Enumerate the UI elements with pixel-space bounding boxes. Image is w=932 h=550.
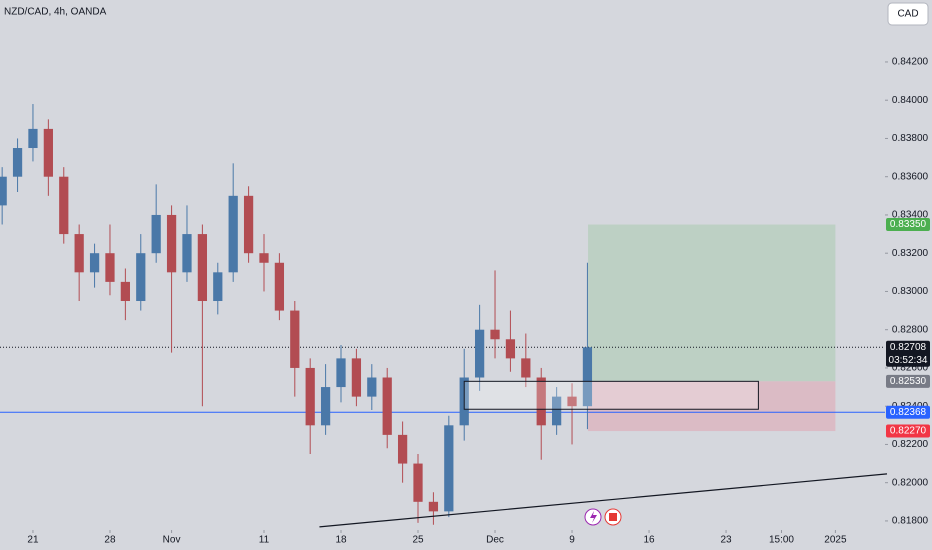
price-badge: [886, 374, 930, 388]
chart-title: NZD/CAD, 4h, OANDA: [4, 7, 107, 18]
candle-body: [320, 387, 331, 426]
candle-body: [228, 195, 238, 273]
candle-body: [105, 253, 115, 282]
zone-box: [463, 380, 759, 410]
candle-body: [136, 253, 146, 302]
candle-body: [274, 262, 285, 311]
x-tick-label: 21: [27, 535, 39, 546]
x-tick-label: 9: [569, 535, 575, 546]
candle-body: [444, 425, 454, 512]
currency-label[interactable]: CAD: [897, 9, 918, 20]
candle-body: [567, 396, 577, 407]
candle-body: [397, 434, 408, 464]
candle-body: [382, 377, 392, 435]
candle-body: [351, 358, 362, 397]
candle-body: [490, 329, 500, 340]
price-badge: [886, 405, 930, 419]
y-tick-label: 0.82000: [892, 477, 929, 488]
x-tick-label: Nov: [163, 535, 181, 546]
candle-body: [582, 347, 593, 407]
candle-body: [474, 329, 485, 378]
candle-body: [182, 234, 192, 273]
candle-body: [367, 377, 377, 397]
x-tick-label: 16: [643, 535, 655, 546]
x-tick-label: 25: [412, 535, 424, 546]
x-tick-label: 2025: [824, 535, 847, 546]
y-tick-label: 0.84200: [892, 57, 929, 68]
y-tick-label: 0.83800: [892, 133, 929, 144]
candle-body: [290, 310, 300, 368]
stop-loss-area: [588, 381, 836, 432]
y-tick-label: 0.83000: [892, 286, 929, 297]
candle-body: [243, 195, 254, 254]
candle-body: [305, 367, 315, 426]
x-tick-label: Dec: [486, 535, 504, 546]
y-tick-label: 0.84000: [892, 95, 929, 106]
price-badge-label: 0.82530: [890, 376, 927, 387]
candle-body: [336, 358, 346, 388]
candle-body: [505, 339, 516, 359]
currency-button[interactable]: [887, 2, 929, 26]
candle-body: [197, 234, 208, 302]
x-tick-label: 11: [259, 535, 270, 546]
candle-body: [428, 501, 439, 512]
event-icon-glyph: [590, 511, 597, 523]
price-badge-label: 03:52:34: [889, 355, 928, 366]
x-tick-label: 23: [720, 535, 732, 546]
y-tick-label: 0.82800: [892, 324, 929, 335]
candle-body: [74, 234, 84, 273]
price-badge: [886, 424, 930, 438]
candle-body: [151, 214, 161, 254]
candle-body: [59, 176, 69, 235]
price-badge-label: 0.82270: [890, 426, 927, 437]
candle-body: [89, 253, 100, 273]
event-flag-glyph: [609, 513, 617, 521]
x-tick-label: 15:00: [769, 535, 794, 546]
candle-body: [43, 128, 53, 177]
price-badge: [886, 340, 930, 367]
y-tick-label: 0.83600: [892, 171, 929, 182]
candle-body: [166, 214, 177, 273]
candle-body: [552, 396, 562, 426]
x-tick-label: 28: [104, 535, 116, 546]
candle-body: [0, 176, 7, 206]
price-badge-label: 0.83350: [890, 219, 927, 230]
price-badge-label: 0.82708: [890, 342, 927, 353]
y-tick-label: 0.82600: [892, 363, 929, 374]
trendline: [319, 473, 888, 528]
x-tick-label: 18: [335, 535, 347, 546]
candle-body: [413, 463, 423, 502]
take-profit-area: [588, 224, 836, 382]
y-tick-label: 0.81800: [892, 516, 929, 527]
y-tick-label: 0.82200: [892, 439, 929, 450]
price-badge: [886, 218, 930, 232]
candle-body: [12, 148, 23, 177]
price-badge-label: 0.82368: [890, 407, 927, 418]
candle-body: [120, 281, 130, 302]
y-tick-label: 0.83200: [892, 248, 929, 259]
candle-body: [536, 377, 546, 426]
candle-body: [28, 128, 38, 149]
candle-body: [213, 272, 223, 302]
event-icons[interactable]: [584, 508, 622, 526]
candle-body: [259, 253, 269, 263]
y-tick-label: 0.83400: [892, 210, 929, 221]
candle-body: [521, 358, 531, 378]
